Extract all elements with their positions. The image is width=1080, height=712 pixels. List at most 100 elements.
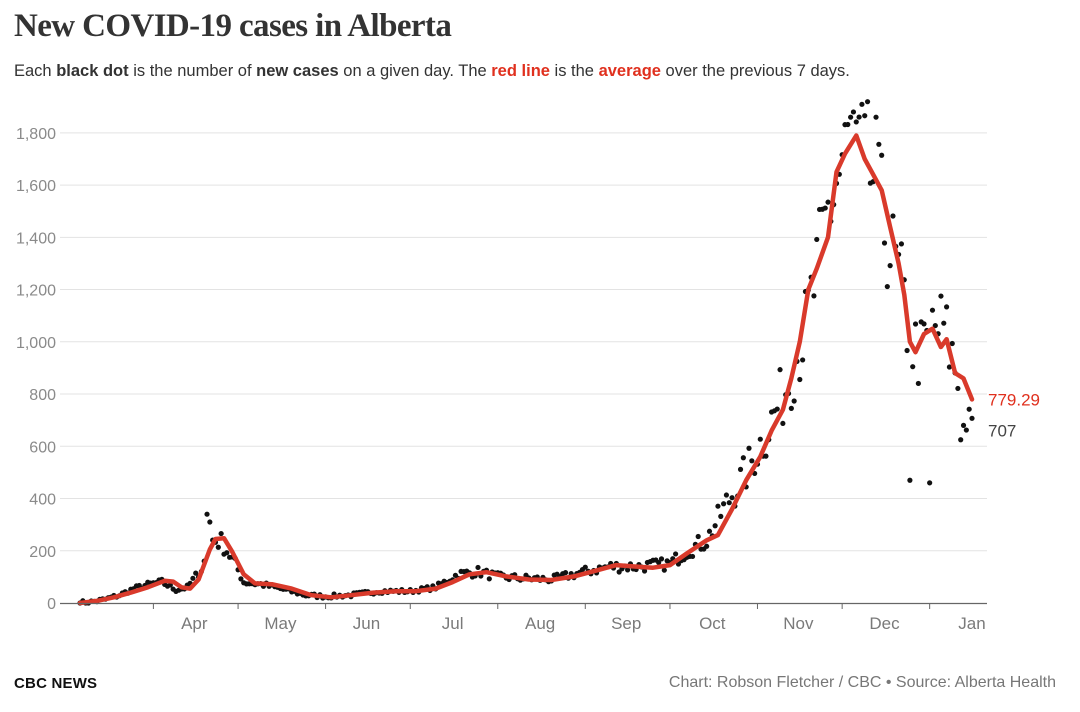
x-tick-label: Dec (869, 614, 900, 633)
daily-case-dot (238, 576, 244, 582)
daily-case-dot (822, 205, 828, 211)
y-tick-label: 400 (29, 492, 56, 509)
daily-case-dot (757, 436, 763, 442)
x-tick-label: Aug (525, 614, 555, 633)
daily-case-dot (859, 101, 865, 107)
daily-case-dot (788, 405, 794, 411)
daily-case-dot (856, 114, 862, 120)
x-axis-ticks: Apr May Jun Jul Aug Sep Oct Nov Dec Jan (152, 603, 986, 633)
daily-case-dot (641, 568, 648, 574)
daily-case-dot (879, 152, 885, 158)
daily-case-dot (582, 564, 588, 570)
subtitle-text: on a given day. The (338, 62, 492, 80)
daily-case-dot (167, 582, 173, 588)
daily-case-dot (190, 575, 196, 581)
average-end-label: 779.29 (988, 390, 1040, 409)
daily-case-dot (850, 109, 857, 115)
daily-case-dot (904, 347, 910, 354)
daily-case-dot (969, 415, 975, 421)
daily-case-dot (746, 445, 752, 451)
daily-case-dot (825, 199, 831, 205)
daily-case-dot (737, 466, 744, 472)
seven-day-average-line (77, 133, 975, 606)
daily-case-dot (656, 559, 662, 566)
daily-case-dot (853, 119, 859, 125)
daily-case-dot (661, 567, 667, 573)
last-day-end-label: 707 (988, 421, 1016, 440)
daily-case-dot (715, 503, 721, 509)
subtitle-average: average (598, 62, 661, 80)
daily-case-dot (791, 398, 797, 404)
x-tick-label: Jun (353, 614, 380, 633)
seven-day-average-line-group (77, 133, 975, 606)
x-tick-label: May (264, 614, 297, 633)
daily-case-dot (726, 500, 732, 506)
y-tick-label: 600 (29, 439, 56, 456)
chart-credit: Chart: Robson Fletcher / CBC • Source: A… (668, 674, 1056, 691)
subtitle-text: over the previous 7 days. (660, 62, 850, 80)
daily-case-dot (689, 553, 696, 560)
daily-case-dot (963, 427, 969, 433)
daily-case-dot (864, 99, 871, 105)
subtitle-black-dot: black dot (56, 62, 129, 80)
daily-case-dot (915, 380, 921, 387)
subtitle-text: is the (549, 62, 599, 80)
daily-case-dot (475, 564, 481, 571)
daily-case-dot (673, 551, 679, 557)
daily-case-dot (562, 570, 569, 576)
daily-case-dot (486, 576, 492, 582)
subtitle-text: Each (14, 62, 57, 80)
end-labels: 779.29 707 (988, 390, 1040, 440)
y-tick-label: 1,800 (16, 126, 56, 143)
daily-case-dot (946, 364, 953, 370)
daily-case-dot (193, 570, 199, 576)
daily-case-dot (845, 121, 851, 128)
y-tick-label: 800 (29, 387, 56, 404)
y-tick-label: 1,400 (16, 230, 56, 247)
x-tick-label: Apr (181, 614, 208, 633)
daily-case-dot (797, 376, 803, 383)
daily-case-dot (876, 141, 882, 147)
daily-case-dot (777, 367, 783, 373)
daily-case-dot (749, 458, 755, 464)
chart-subtitle: Each black dot is the number of new case… (14, 62, 850, 81)
gridlines (60, 132, 987, 552)
daily-case-dot (932, 322, 938, 329)
daily-case-dot (938, 293, 944, 299)
daily-case-dot (881, 240, 888, 246)
daily-case-dot (780, 420, 786, 427)
x-tick-label: Nov (783, 614, 814, 633)
y-tick-label: 1,000 (16, 335, 56, 352)
daily-case-dot (720, 501, 727, 507)
daily-case-dot (929, 307, 936, 313)
daily-case-dot (800, 357, 806, 363)
daily-case-dot (873, 114, 879, 120)
daily-case-dot (763, 453, 769, 459)
daily-case-dot (943, 304, 950, 310)
daily-case-dot (207, 519, 213, 525)
daily-case-dot (941, 320, 947, 326)
daily-case-dot (625, 567, 631, 573)
y-tick-label: 1,200 (16, 283, 56, 300)
daily-case-dot (658, 556, 665, 562)
y-axis-ticks: 0 200 400 600 800 1,000 1,200 1,400 1,600 1,800 (16, 126, 56, 613)
daily-case-dot (910, 364, 916, 370)
daily-case-dot (740, 455, 746, 461)
chart-title: New COVID-19 cases in Alberta (14, 8, 452, 44)
daily-case-dot (907, 477, 913, 483)
daily-case-dot (898, 241, 905, 247)
daily-case-dot (224, 550, 230, 556)
daily-case-dot (704, 543, 710, 549)
daily-case-dot (723, 492, 730, 498)
daily-case-dot (695, 533, 701, 540)
daily-case-dot (966, 406, 972, 412)
cbc-news-logo: CBC NEWS (14, 675, 98, 692)
daily-case-dot (814, 236, 820, 243)
y-tick-label: 0 (47, 596, 56, 613)
daily-case-dot (921, 321, 927, 327)
daily-case-dot (884, 283, 890, 290)
daily-case-dot (862, 113, 868, 119)
subtitle-red-line: red line (491, 62, 550, 80)
x-tick-label: Oct (699, 614, 726, 633)
